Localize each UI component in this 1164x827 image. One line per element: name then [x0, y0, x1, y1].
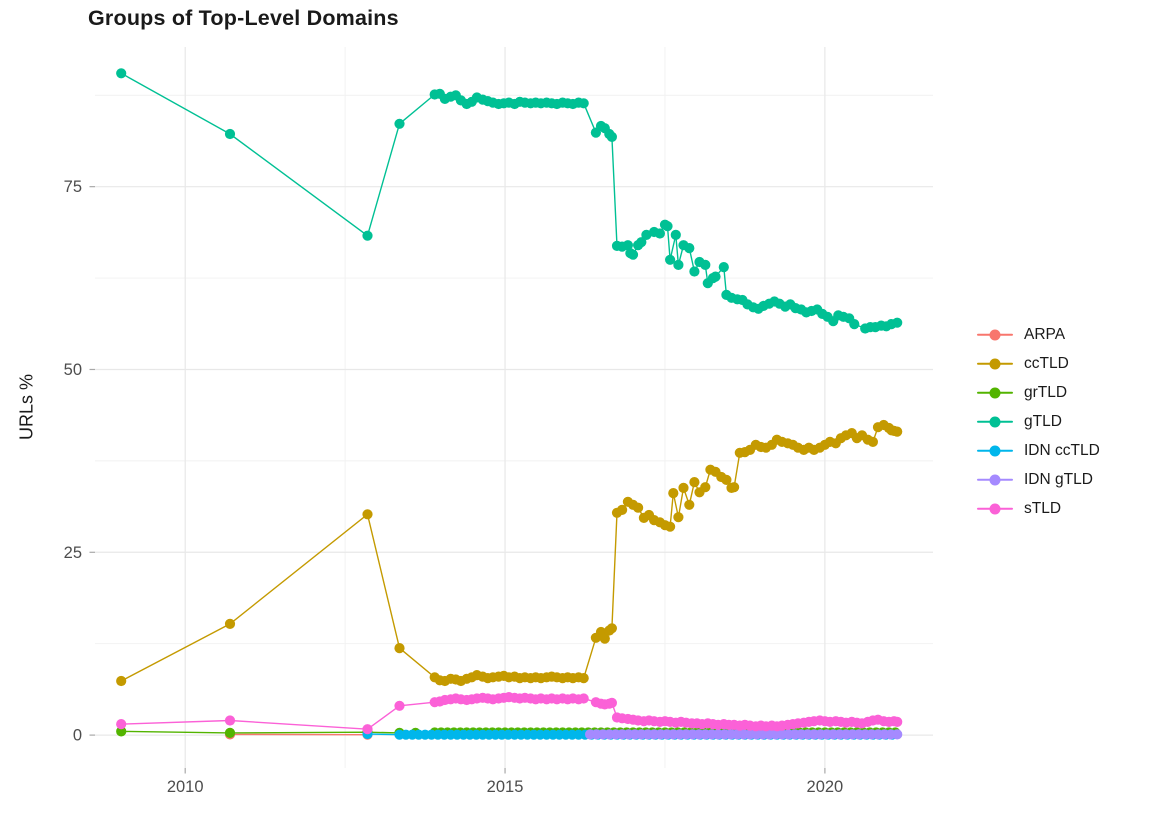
legend-label: IDN ccTLD — [1024, 441, 1100, 459]
legend-key-icon — [977, 386, 1013, 400]
data-point-gtld — [689, 266, 700, 277]
data-point-cctld — [700, 482, 711, 493]
data-point-gtld — [394, 118, 405, 129]
legend-key-icon — [977, 415, 1013, 429]
data-point-stld — [224, 715, 236, 726]
data-point-gtld — [116, 68, 127, 79]
legend-key-icon — [977, 357, 1013, 371]
data-point-stld — [116, 719, 127, 730]
data-point-cctld — [116, 675, 127, 687]
series-line-gtld — [120, 72, 898, 330]
data-point-gtld — [670, 229, 681, 240]
data-point-stld — [394, 700, 405, 711]
legend-label: grTLD — [1024, 383, 1068, 401]
legend-label: ccTLD — [1024, 354, 1069, 372]
legend-label: sTLD — [1024, 499, 1062, 517]
data-point-cctld — [606, 623, 618, 634]
data-point-gtld — [892, 317, 903, 328]
data-point-gtld — [665, 254, 676, 265]
data-point-cctld — [578, 673, 589, 684]
legend-item-idn-cctld: IDN ccTLD — [977, 436, 1100, 465]
data-point-grtld — [224, 727, 236, 739]
legend-key-icon — [977, 502, 1013, 516]
y-axis-title: URLs % — [16, 373, 37, 441]
legend-key-icon — [977, 328, 1013, 342]
y-tick-label: 75 — [64, 178, 82, 196]
data-point-cctld — [721, 474, 732, 485]
x-tick-label: 2010 — [167, 778, 204, 796]
data-point-gtld — [362, 230, 373, 241]
data-point-cctld — [633, 502, 644, 513]
data-point-cctld — [689, 477, 700, 488]
y-tick-label: 50 — [64, 361, 82, 379]
legend-key-icon — [977, 473, 1013, 487]
data-point-gtld — [641, 229, 652, 240]
data-point-gtld — [684, 243, 695, 254]
data-point-cctld — [617, 504, 628, 515]
data-point-cctld — [665, 521, 676, 532]
data-point-gtld — [662, 221, 673, 232]
data-point-gtld — [673, 259, 684, 270]
data-point-gtld — [606, 131, 618, 142]
legend-item-cctld: ccTLD — [977, 349, 1100, 378]
legend: ARPA ccTLD grTLD gTLD IDN ccTLD IDN gTLD sTLD — [977, 320, 1100, 523]
data-point-cctld — [684, 499, 695, 510]
data-point-cctld — [729, 482, 740, 493]
data-point-cctld — [668, 488, 679, 499]
data-point-cctld — [224, 618, 236, 630]
data-point-cctld — [394, 643, 405, 654]
data-point-gtld — [654, 228, 666, 239]
legend-label: IDN gTLD — [1024, 470, 1093, 488]
data-point-cctld — [867, 436, 879, 447]
data-point-stld — [892, 716, 903, 728]
data-point-gtld — [622, 240, 634, 251]
legend-label: ARPA — [1024, 325, 1066, 343]
y-tick-label: 25 — [64, 544, 82, 562]
data-point-cctld — [362, 509, 373, 520]
chart-title: Groups of Top-Level Domains — [88, 6, 399, 30]
legend-item-arpa: ARPA — [977, 320, 1100, 349]
data-point-gtld — [710, 271, 721, 282]
legend-key-icon — [977, 444, 1013, 458]
data-point-stld — [606, 697, 618, 709]
data-point-grtld — [116, 726, 127, 737]
data-point-gtld — [578, 98, 589, 109]
legend-item-gtld: gTLD — [977, 407, 1100, 436]
legend-item-idn-gtld: IDN gTLD — [977, 465, 1100, 494]
y-tick-label: 0 — [73, 727, 82, 745]
data-point-stld — [578, 693, 589, 704]
series-line-cctld — [120, 424, 898, 682]
legend-item-stld: sTLD — [977, 494, 1100, 523]
legend-label: gTLD — [1024, 412, 1062, 430]
data-point-gtld — [718, 262, 729, 273]
x-tick-label: 2015 — [487, 778, 524, 796]
data-point-stld — [362, 724, 373, 735]
data-point-gtld — [849, 319, 860, 330]
data-point-cctld — [892, 426, 903, 437]
data-point-cctld — [678, 482, 689, 493]
data-point-cctld — [599, 633, 610, 644]
data-point-gtld — [636, 237, 647, 248]
data-point-gtld — [224, 128, 236, 140]
data-point-cctld — [673, 512, 684, 523]
data-point-gtld — [700, 259, 711, 270]
legend-item-grtld: grTLD — [977, 378, 1100, 407]
data-point-gtld — [627, 249, 639, 260]
data-point-idn-gtld — [892, 729, 903, 740]
x-tick-label: 2020 — [807, 778, 844, 796]
